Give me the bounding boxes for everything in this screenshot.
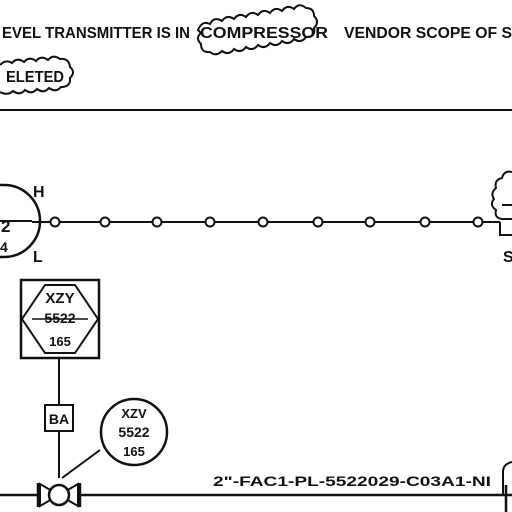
actuator-sub: 165 — [123, 444, 145, 459]
left-instrument-digit-bottom: 4 — [0, 239, 8, 255]
low-connection-label: L — [33, 249, 43, 266]
note-line2-cloud-text: ELETED — [6, 69, 64, 86]
revision-note: EVEL TRANSMITTER IS IN COMPRESSOR VENDOR… — [0, 4, 512, 95]
note-line1-prefix: EVEL TRANSMITTER IS IN — [2, 25, 190, 42]
high-connection-label: H — [33, 184, 45, 201]
air-supply-box: BA — [44, 404, 74, 432]
left-level-instrument: 2 4 H L — [0, 183, 45, 266]
pipe-line-number: 2"-FAC1-PL-5522029-C03A1-NI — [213, 473, 491, 489]
valve-actuator-xzv: XZV 5522 165 — [61, 397, 169, 479]
revision-cloud — [196, 4, 318, 56]
note-cloud-text: COMPRESSOR — [200, 25, 328, 42]
interlock-sub: 165 — [49, 334, 71, 349]
interlock-xzy: XZY 5522 165 — [19, 278, 101, 360]
interlock-tag: XZY — [45, 290, 74, 307]
right-instrument-partial: S — [490, 170, 512, 266]
interlock-number: 5522 — [44, 310, 75, 326]
air-supply-label: BA — [49, 411, 69, 427]
note-line1-suffix: VENDOR SCOPE OF S — [344, 25, 512, 42]
process-pipe: 2"-FAC1-PL-5522029-C03A1-NI — [0, 473, 512, 497]
actuator-tag: XZV — [121, 406, 147, 421]
left-instrument-digit-top: 2 — [1, 217, 10, 236]
right-pipe-partial-symbol — [502, 461, 512, 495]
right-instrument-letter: S — [503, 249, 512, 266]
ball-valve-icon — [36, 482, 82, 508]
revision-cloud-line2 — [0, 55, 74, 95]
software-link-line — [32, 216, 500, 228]
actuator-number: 5522 — [118, 424, 149, 440]
